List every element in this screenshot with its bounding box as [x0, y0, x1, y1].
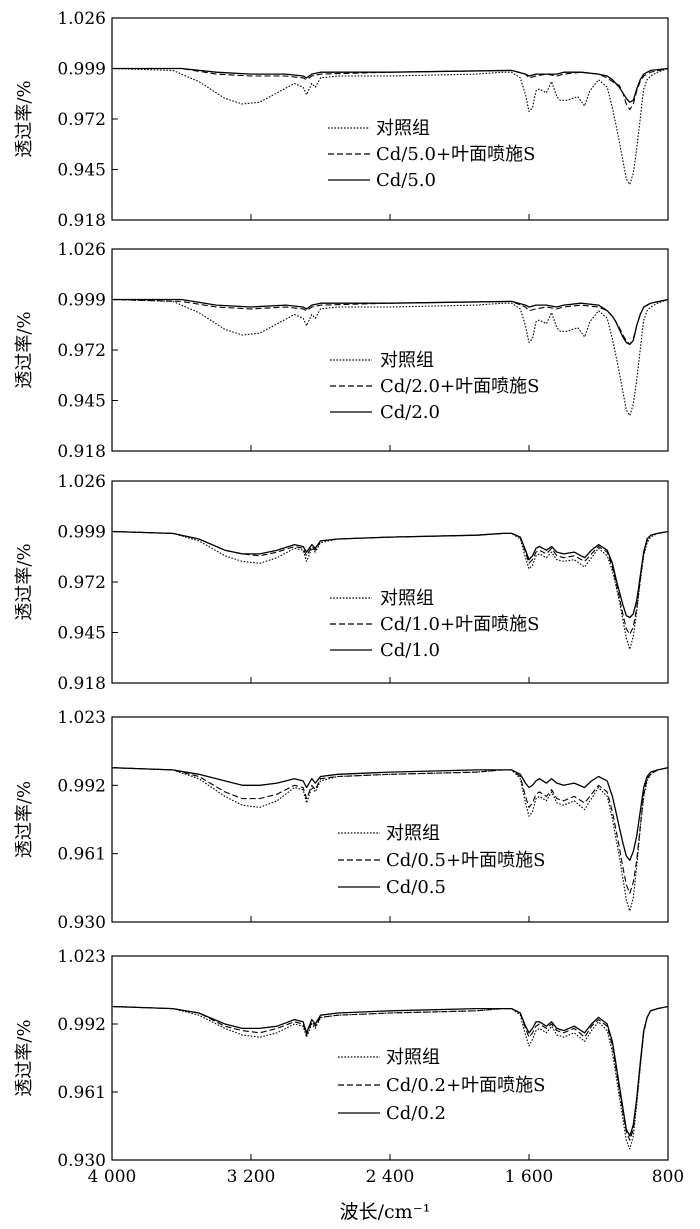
- series-line-2: [111, 298, 669, 345]
- legend-label: Cd/1.0: [380, 640, 440, 661]
- legend-label: Cd/0.5+叶面喷施S: [386, 850, 545, 871]
- y-tick-label: 1.026: [57, 240, 106, 260]
- panel-2: 0.918 0.945 0.972 0.999 1.026 透过率/% 对照组 Cd/2.0+…: [14, 240, 669, 462]
- legend-label: Cd/2.0+叶面喷施S: [380, 376, 539, 397]
- series-line-2: [111, 767, 669, 894]
- legend-label: Cd/2.0: [380, 402, 440, 423]
- y-tick-label: 1.026: [57, 9, 106, 29]
- series-line-2: [111, 1005, 669, 1141]
- x-axis-label: 波长/cm⁻¹: [340, 1201, 431, 1223]
- series-line-2: [112, 67, 669, 111]
- panel-1: 0.918 0.945 0.972 0.999 1.026 透过率/% 对照组 Cd/5.0+…: [14, 9, 669, 231]
- y-tick-label: 0.918: [57, 211, 106, 231]
- panel-3: 0.918 0.945 0.972 0.999 1.026 透过率/% 对照组 Cd/1.0+…: [14, 472, 669, 694]
- x-tick-label: 4 000: [88, 1167, 137, 1187]
- y-tick-label: 0.972: [57, 573, 106, 593]
- series-line-1: [111, 67, 669, 186]
- series-line-2: [111, 530, 669, 635]
- legend-label: Cd/0.2: [386, 1103, 446, 1124]
- y-tick-label: 0.918: [57, 442, 106, 462]
- y-tick-label: 0.945: [57, 624, 106, 644]
- legend-label: Cd/5.0: [376, 170, 436, 191]
- y-tick-label: 1.023: [57, 708, 106, 728]
- series-line-3: [112, 67, 669, 103]
- legend-label: 对照组: [380, 350, 434, 371]
- y-tick-label: 0.992: [57, 776, 106, 796]
- panel-4: 0.930 0.961 0.992 1.023 透过率/% 对照组 Cd/0.5+叶面喷施S…: [14, 708, 669, 933]
- y-tick-label: 1.023: [57, 947, 106, 967]
- y-tick-label: 0.972: [57, 110, 106, 130]
- legend-label: 对照组: [376, 118, 430, 139]
- legend-label: Cd/1.0+叶面喷施S: [380, 614, 539, 635]
- x-tick-label: 1 600: [505, 1167, 554, 1187]
- x-tick-label: 3 200: [227, 1167, 276, 1187]
- legend-label: Cd/0.2+叶面喷施S: [386, 1075, 545, 1096]
- y-tick-label: 0.992: [57, 1015, 106, 1035]
- x-tick-label: 2 400: [366, 1167, 415, 1187]
- y-tick-label: 0.945: [57, 392, 106, 412]
- legend-label: 对照组: [386, 823, 440, 844]
- y-tick-label: 1.026: [57, 472, 106, 492]
- series-line-3: [111, 1005, 669, 1137]
- series-line-1: [111, 767, 669, 912]
- panel-5: 0.930 0.961 0.992 1.023 透过率/% 对照组 Cd/0.2+叶面喷施S…: [14, 947, 669, 1171]
- y-tick-label: 0.999: [57, 60, 106, 80]
- series-line-1: [111, 530, 669, 650]
- y-tick-label: 0.999: [57, 523, 106, 543]
- legend-label: Cd/0.5: [386, 877, 446, 898]
- y-axis-label: 透过率/%: [14, 1019, 35, 1096]
- y-tick-label: 0.918: [57, 674, 106, 694]
- y-tick-label: 0.961: [57, 845, 106, 865]
- y-axis-label: 透过率/%: [14, 781, 35, 858]
- y-tick-label: 0.972: [57, 341, 106, 361]
- y-tick-label: 0.999: [57, 291, 106, 311]
- y-tick-label: 0.961: [57, 1083, 106, 1103]
- series-line-1: [111, 298, 669, 417]
- y-axis-label: 透过率/%: [14, 80, 35, 157]
- y-tick-label: 0.930: [57, 1151, 106, 1171]
- y-tick-label: 0.930: [57, 913, 106, 933]
- y-axis-label: 透过率/%: [14, 311, 35, 388]
- legend-label: 对照组: [380, 588, 434, 609]
- legend-label: 对照组: [386, 1047, 440, 1068]
- series-line-3: [112, 298, 669, 346]
- series-line-3: [111, 767, 669, 861]
- series-line-3: [111, 530, 669, 619]
- y-axis-label: 透过率/%: [14, 543, 35, 620]
- y-tick-label: 0.945: [57, 161, 106, 181]
- legend-label: Cd/5.0+叶面喷施S: [376, 144, 535, 165]
- x-tick-label: 800: [652, 1167, 684, 1187]
- series-line-1: [111, 1005, 669, 1150]
